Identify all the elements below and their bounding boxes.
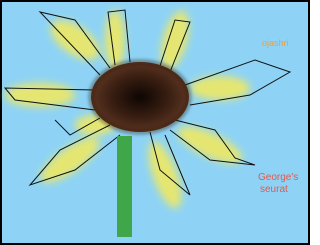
caption-line: seurat (260, 184, 288, 195)
painting: ojashri George's seurat (0, 0, 310, 245)
signature: ojashri (262, 38, 289, 48)
caption-line: George's (258, 172, 298, 183)
page: ojashri George's seurat (() => { const d… (0, 0, 310, 245)
stem (117, 136, 132, 237)
